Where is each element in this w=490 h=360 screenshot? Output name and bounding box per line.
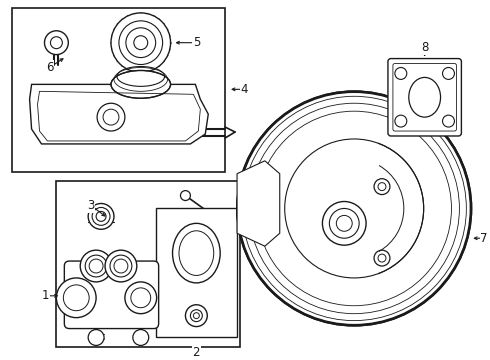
- Circle shape: [105, 250, 137, 282]
- Circle shape: [45, 31, 68, 55]
- Text: 4: 4: [240, 83, 248, 96]
- Circle shape: [374, 250, 390, 266]
- Circle shape: [442, 115, 454, 127]
- Circle shape: [329, 208, 359, 238]
- Circle shape: [322, 202, 366, 245]
- Text: 3: 3: [87, 199, 95, 212]
- Circle shape: [238, 92, 470, 325]
- FancyBboxPatch shape: [64, 261, 159, 329]
- Circle shape: [92, 207, 110, 225]
- Circle shape: [97, 103, 125, 131]
- Text: 2: 2: [193, 346, 200, 359]
- Circle shape: [85, 255, 107, 277]
- Circle shape: [88, 203, 114, 229]
- Circle shape: [110, 255, 132, 277]
- Circle shape: [88, 329, 104, 346]
- Circle shape: [395, 115, 407, 127]
- Circle shape: [442, 67, 454, 80]
- Text: 7: 7: [481, 232, 488, 245]
- Polygon shape: [29, 84, 208, 144]
- Circle shape: [133, 329, 148, 346]
- Circle shape: [374, 179, 390, 194]
- Text: 1: 1: [42, 289, 49, 302]
- Circle shape: [395, 67, 407, 80]
- Circle shape: [80, 250, 112, 282]
- FancyBboxPatch shape: [388, 59, 462, 136]
- Bar: [156, 208, 237, 337]
- Circle shape: [180, 190, 191, 201]
- Circle shape: [56, 278, 96, 318]
- Text: 5: 5: [193, 36, 200, 49]
- Circle shape: [246, 186, 270, 211]
- Text: 8: 8: [421, 41, 428, 54]
- Circle shape: [111, 13, 171, 72]
- Bar: [12, 8, 225, 172]
- Circle shape: [125, 282, 157, 314]
- Text: 6: 6: [46, 61, 53, 74]
- Ellipse shape: [111, 71, 171, 98]
- Bar: [56, 181, 240, 347]
- Circle shape: [185, 305, 207, 327]
- Polygon shape: [237, 161, 280, 246]
